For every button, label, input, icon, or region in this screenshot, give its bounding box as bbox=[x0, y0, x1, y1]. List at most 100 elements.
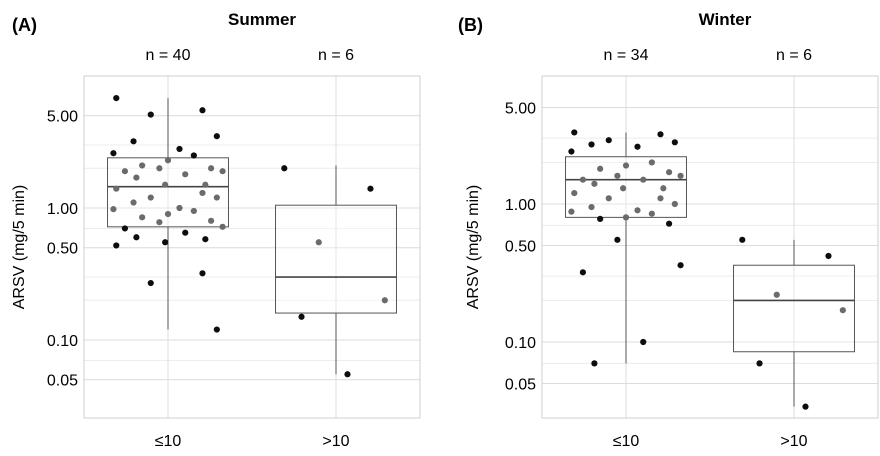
data-point bbox=[190, 152, 197, 159]
sample-size-label: n = 34 bbox=[604, 47, 649, 64]
y-tick-label: 0.05 bbox=[47, 373, 78, 390]
data-point bbox=[657, 195, 664, 202]
data-point bbox=[568, 148, 575, 155]
data-point bbox=[121, 225, 129, 232]
data-point bbox=[219, 223, 226, 230]
data-point bbox=[182, 171, 189, 178]
data-point bbox=[634, 207, 641, 214]
box-iqr bbox=[275, 204, 397, 314]
sample-size-label: n = 6 bbox=[318, 47, 354, 64]
x-tick-label: >10 bbox=[322, 433, 349, 450]
data-point bbox=[367, 185, 374, 192]
x-tick-label: ≤10 bbox=[613, 433, 640, 450]
data-point bbox=[164, 210, 172, 218]
y-tick-label: 1.00 bbox=[505, 197, 536, 214]
data-point bbox=[281, 165, 288, 172]
data-point bbox=[207, 217, 215, 224]
y-tick-label: 0.50 bbox=[505, 239, 536, 256]
data-point bbox=[162, 181, 169, 188]
data-point bbox=[147, 111, 154, 118]
data-point bbox=[571, 189, 578, 197]
y-axis-label: ARSV (mg/5 min) bbox=[11, 185, 28, 309]
data-point bbox=[597, 165, 604, 172]
data-point bbox=[591, 360, 598, 367]
y-tick-label: 0.10 bbox=[505, 335, 536, 352]
data-point bbox=[614, 172, 621, 179]
data-point bbox=[113, 242, 120, 249]
data-point bbox=[199, 189, 206, 197]
y-tick-label: 0.50 bbox=[47, 241, 78, 258]
panel-title: Winter bbox=[699, 10, 752, 29]
y-tick-label: 0.05 bbox=[505, 377, 536, 394]
panel-label: (A) bbox=[12, 15, 37, 35]
y-axis-label: ARSV (mg/5 min) bbox=[465, 185, 482, 309]
data-point bbox=[665, 169, 673, 176]
data-point bbox=[568, 208, 575, 215]
data-point bbox=[202, 181, 209, 188]
data-point bbox=[591, 180, 598, 187]
data-point bbox=[147, 194, 154, 201]
y-tick-label: 1.00 bbox=[47, 201, 78, 218]
x-tick-label: >10 bbox=[780, 433, 807, 450]
data-point bbox=[671, 139, 678, 146]
data-point bbox=[739, 236, 746, 243]
data-point bbox=[298, 313, 305, 320]
data-point bbox=[147, 279, 154, 287]
data-point bbox=[121, 168, 129, 175]
data-point bbox=[665, 220, 673, 227]
data-point bbox=[588, 203, 595, 211]
data-point bbox=[133, 174, 140, 181]
data-point bbox=[182, 229, 189, 236]
data-point bbox=[113, 185, 120, 192]
data-point bbox=[657, 131, 664, 138]
data-point bbox=[839, 307, 846, 314]
data-point bbox=[756, 360, 763, 367]
data-point bbox=[671, 200, 678, 208]
y-tick-label: 5.00 bbox=[47, 109, 78, 126]
data-point bbox=[133, 234, 140, 241]
data-point bbox=[162, 239, 169, 246]
data-point bbox=[773, 291, 780, 298]
data-point bbox=[677, 172, 684, 179]
data-point bbox=[579, 269, 587, 276]
data-point bbox=[190, 207, 197, 215]
data-point bbox=[622, 214, 630, 221]
data-point bbox=[648, 159, 655, 166]
data-point bbox=[130, 199, 137, 206]
data-point bbox=[213, 194, 220, 201]
data-point bbox=[139, 214, 146, 221]
data-point bbox=[802, 403, 809, 410]
data-point bbox=[213, 326, 220, 333]
data-point bbox=[156, 219, 163, 226]
data-point bbox=[164, 157, 172, 164]
data-point bbox=[588, 141, 595, 148]
data-point bbox=[648, 210, 655, 217]
data-point bbox=[605, 195, 612, 202]
data-point bbox=[825, 252, 832, 260]
data-point bbox=[110, 150, 117, 157]
data-point bbox=[640, 176, 647, 183]
data-point bbox=[202, 236, 209, 243]
data-point bbox=[622, 162, 630, 169]
y-tick-label: 0.10 bbox=[47, 333, 78, 350]
data-point bbox=[199, 270, 206, 277]
data-point bbox=[110, 206, 117, 213]
data-point bbox=[634, 143, 641, 150]
data-point bbox=[207, 165, 215, 172]
x-tick-label: ≤10 bbox=[155, 433, 182, 450]
data-point bbox=[176, 204, 183, 212]
panel-label: (B) bbox=[458, 15, 483, 35]
data-point bbox=[219, 168, 226, 175]
data-point bbox=[579, 176, 587, 183]
data-point bbox=[176, 145, 183, 153]
data-point bbox=[139, 162, 146, 169]
sample-size-label: n = 40 bbox=[146, 47, 191, 64]
data-point bbox=[597, 215, 604, 222]
data-point bbox=[113, 95, 120, 102]
panel-border bbox=[541, 75, 879, 419]
data-point bbox=[315, 239, 322, 246]
data-point bbox=[614, 236, 621, 243]
data-point bbox=[381, 297, 388, 304]
data-point bbox=[199, 107, 206, 114]
